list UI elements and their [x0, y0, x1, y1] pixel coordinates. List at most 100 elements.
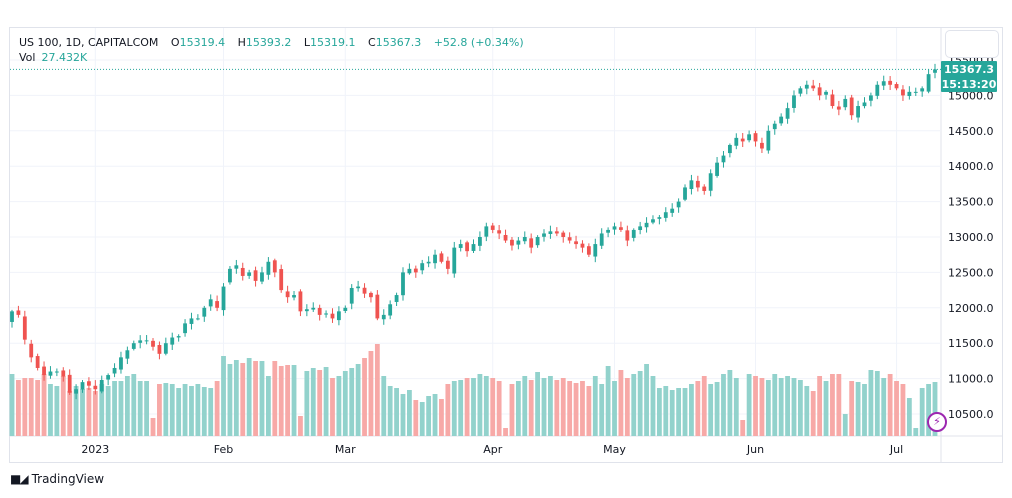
high-label: H	[237, 36, 246, 49]
volume-label[interactable]: Vol	[19, 51, 36, 64]
candle-body	[657, 217, 662, 219]
volume-bar	[849, 381, 855, 436]
candle-body	[913, 91, 918, 93]
volume-bar	[913, 428, 919, 436]
symbol-title[interactable]: US 100, 1D, CAPITALCOM	[19, 36, 159, 49]
volume-bar	[41, 374, 47, 436]
volume-bar	[9, 374, 15, 436]
volume-bar	[349, 368, 355, 436]
candle-body	[375, 294, 380, 319]
volume-bar	[906, 398, 912, 436]
volume-bar	[656, 388, 662, 436]
volume-bar	[86, 388, 92, 436]
candle-body	[433, 254, 437, 264]
candle-body	[856, 106, 860, 118]
volume-bar	[368, 351, 374, 436]
volume-bar	[612, 381, 617, 436]
volume-bar	[310, 368, 316, 436]
candle-body	[22, 316, 27, 340]
price-tick-label: 12500.0	[948, 266, 994, 279]
volume-bar	[926, 384, 931, 436]
candle-body	[542, 233, 546, 237]
volume-bar	[99, 384, 105, 436]
volume-bar	[695, 381, 701, 436]
candle-body	[304, 309, 309, 312]
candle-body	[369, 292, 373, 298]
close-label: C	[368, 36, 376, 49]
volume-bar	[836, 374, 842, 436]
candle-body	[779, 116, 784, 124]
volume-bar	[195, 384, 201, 436]
volume-bar	[471, 378, 476, 436]
candle-body	[99, 380, 104, 392]
brand-name[interactable]: TradingView	[31, 472, 105, 486]
candle-body	[157, 344, 162, 354]
candle-body	[631, 229, 636, 238]
volume-bar	[503, 428, 508, 436]
candle-body	[516, 240, 521, 245]
volume-bar	[157, 384, 162, 436]
candle-body	[247, 272, 252, 276]
candle-body	[599, 233, 604, 246]
volume-bar	[669, 390, 675, 436]
candle-body	[753, 133, 758, 142]
candle-body	[439, 253, 444, 262]
volume-bar	[894, 381, 899, 436]
candle-body	[471, 244, 476, 251]
change-value: +52.8 (+0.34%)	[433, 36, 524, 49]
volume-bar	[16, 380, 21, 436]
candle-body	[836, 106, 841, 110]
volume-bar	[259, 361, 265, 436]
volume-bar	[708, 384, 714, 436]
candle-body	[215, 301, 220, 308]
candle-body	[349, 287, 354, 304]
candle-body	[708, 173, 713, 191]
last-price-tag: 15367.3 15:13:20	[941, 61, 997, 92]
candle-body	[343, 307, 348, 311]
candle-body	[16, 310, 21, 315]
candle-body	[580, 243, 585, 248]
candle-body	[785, 108, 790, 119]
candle-body	[606, 229, 611, 233]
volume-bar	[637, 371, 643, 436]
candle-body	[93, 385, 98, 390]
candle-body	[394, 295, 399, 302]
candle-body	[747, 134, 752, 141]
candle-body	[170, 337, 175, 345]
low-value: 15319.1	[310, 36, 356, 49]
candle-body	[554, 231, 559, 234]
candle-body	[362, 287, 367, 294]
volume-bar	[394, 388, 399, 436]
candle-body	[426, 261, 431, 264]
volume-bar	[797, 380, 803, 436]
volume-bar	[650, 376, 656, 436]
candlestick-chart[interactable]: 15500.015000.014500.014000.013500.013000…	[0, 0, 1012, 470]
volume-bar	[644, 364, 649, 436]
volume-bar	[176, 388, 182, 436]
candle-body	[279, 269, 284, 291]
volume-bar	[721, 374, 726, 436]
volume-bar	[477, 374, 483, 436]
volume-bar	[785, 376, 790, 436]
volume-bar	[374, 344, 380, 436]
volume-bar	[445, 384, 451, 436]
volume-bar	[233, 360, 239, 436]
candle-body	[272, 260, 277, 273]
volume-bar	[842, 414, 848, 436]
volume-legend: Vol 27.432K	[19, 51, 87, 64]
volume-bar	[855, 382, 861, 436]
volume-bar	[868, 370, 874, 436]
candle-body	[497, 230, 502, 234]
volume-bar	[400, 394, 406, 436]
price-axis: 15500.015000.014500.014000.013500.013000…	[948, 54, 994, 421]
candle-body	[163, 343, 168, 354]
volume-bar	[740, 420, 746, 436]
candle-body	[907, 91, 912, 97]
volume-bar	[490, 378, 496, 436]
volume-bar	[727, 370, 733, 436]
volume-bar	[182, 384, 188, 436]
tradingview-logo[interactable]: ■◢	[10, 472, 29, 486]
volume-bar	[932, 382, 938, 436]
price-axis-settings-button[interactable]	[945, 30, 999, 58]
lightning-icon[interactable]: ⚡	[927, 412, 947, 432]
